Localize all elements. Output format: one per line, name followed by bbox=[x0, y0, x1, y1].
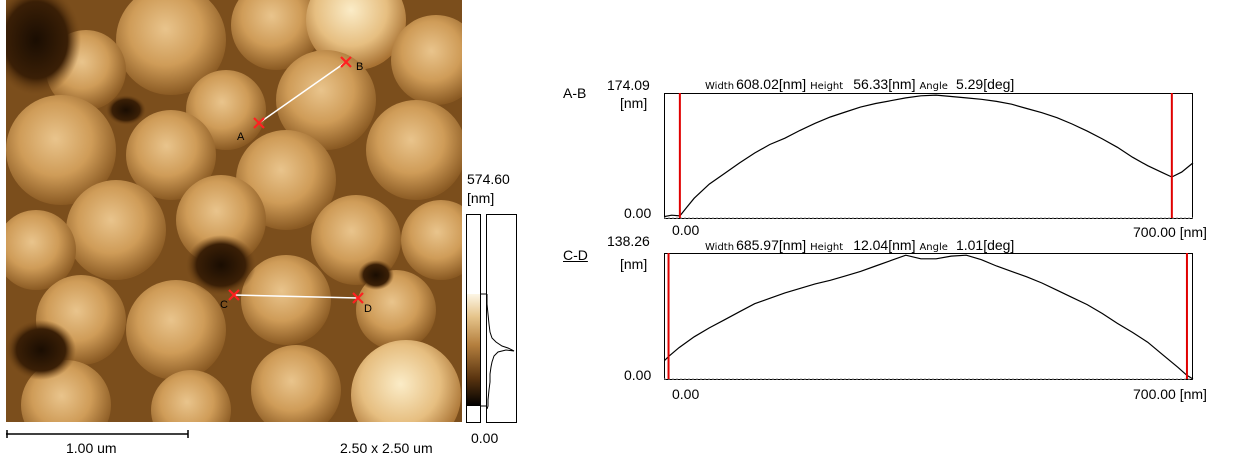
ab-height-value: 56.33[nm] bbox=[853, 76, 916, 92]
scale-bar bbox=[6, 430, 189, 438]
profile-ab-xmax: 700.00 [nm] bbox=[1133, 224, 1207, 240]
marker-crosses bbox=[228, 56, 364, 304]
colorbar-histogram bbox=[466, 214, 517, 423]
colorbar-unit-label: [nm] bbox=[467, 190, 495, 206]
cd-width-label: Width bbox=[705, 242, 735, 253]
profile-cd-xmin: 0.00 bbox=[672, 386, 700, 402]
profile-ab-frame bbox=[664, 93, 1193, 219]
afm-topography-image[interactable]: A B C D bbox=[6, 0, 462, 422]
marker-b-label: B bbox=[356, 61, 363, 73]
pores bbox=[6, 0, 394, 380]
image-size-label: 2.50 x 2.50 um bbox=[340, 440, 433, 456]
marker-a-label: A bbox=[237, 131, 245, 143]
profile-cd-label: C-D bbox=[563, 247, 588, 263]
profile-cd-stats: Width 685.97[nm] Height 12.04[nm] Angle … bbox=[705, 237, 1014, 255]
cd-height-label: Height bbox=[810, 242, 844, 253]
profile-cd-yunit: [nm] bbox=[620, 256, 648, 272]
profile-line-cd[interactable] bbox=[233, 294, 359, 299]
profile-cd-plot[interactable] bbox=[664, 253, 1194, 381]
ab-angle-label: Angle bbox=[919, 81, 948, 92]
ab-angle-value: 5.29[deg] bbox=[955, 76, 1015, 92]
ab-height-label: Height bbox=[810, 81, 844, 92]
profile-ab-yunit: [nm] bbox=[620, 95, 648, 111]
marker-c-label: C bbox=[220, 299, 228, 311]
cd-angle-label: Angle bbox=[919, 242, 948, 253]
profile-cd-xmax: 700.00 [nm] bbox=[1133, 386, 1207, 402]
histogram-frame bbox=[486, 214, 517, 423]
cd-height-value: 12.04[nm] bbox=[853, 237, 916, 253]
histogram-curve bbox=[486, 294, 515, 410]
profile-ab-ymin: 0.00 bbox=[624, 205, 652, 221]
profile-cd-series-line bbox=[664, 254, 1194, 380]
profile-ab-series-line bbox=[664, 94, 1194, 218]
scale-bar-label: 1.00 um bbox=[66, 440, 117, 456]
ab-width-value: 608.02[nm] bbox=[736, 76, 807, 92]
colorbar-gradient bbox=[467, 294, 480, 406]
profile-line-ab[interactable] bbox=[258, 61, 347, 124]
profile-ab-xmin: 0.00 bbox=[672, 222, 700, 238]
marker-d-label: D bbox=[364, 303, 372, 315]
colorbar-min-label: 0.00 bbox=[471, 430, 499, 446]
profile-ab-ymax: 174.09 bbox=[607, 77, 650, 93]
profile-cd-frame bbox=[664, 253, 1193, 380]
profile-ab-stats: Width 608.02[nm] Height 56.33[nm] Angle … bbox=[705, 76, 1014, 94]
colorbar-max-label: 574.60 bbox=[467, 171, 510, 187]
afm-image-svg: A B C D bbox=[6, 0, 462, 422]
cd-width-value: 685.97[nm] bbox=[736, 237, 807, 253]
cd-angle-value: 1.01[deg] bbox=[955, 237, 1015, 253]
profile-cd-ymax: 138.26 bbox=[607, 233, 650, 249]
profile-ab-label: A-B bbox=[563, 85, 587, 101]
ab-width-label: Width bbox=[705, 81, 735, 92]
profile-ab-plot[interactable] bbox=[664, 93, 1194, 220]
profile-cd-ymin: 0.00 bbox=[624, 367, 652, 383]
